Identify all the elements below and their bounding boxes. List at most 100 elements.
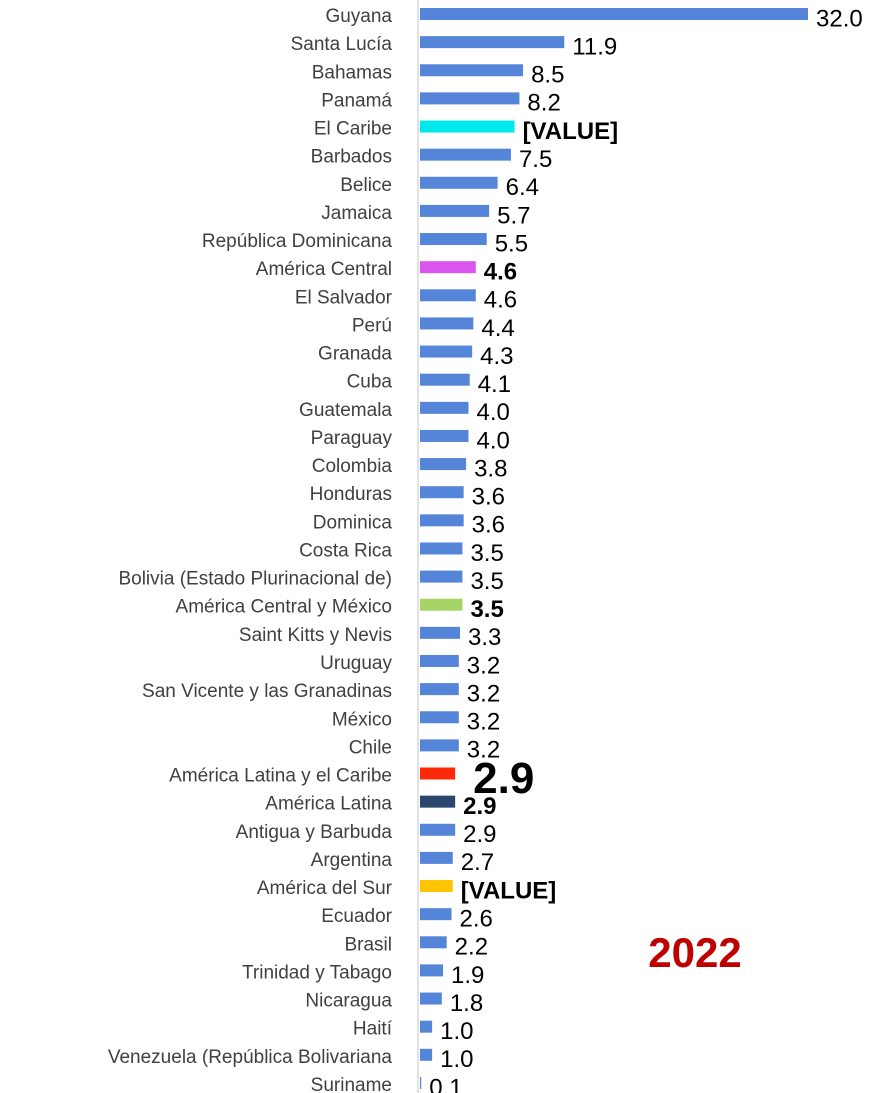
data-label: 4.3 (480, 343, 513, 370)
bar (420, 8, 808, 20)
category-label: Granada (318, 344, 392, 365)
bar (420, 120, 515, 133)
bar (420, 570, 463, 583)
category-label: Cuba (347, 372, 393, 393)
bar (420, 992, 442, 1005)
bar (420, 542, 463, 555)
bar (420, 936, 447, 949)
category-label: Guatemala (299, 400, 392, 421)
category-label: Colombia (312, 456, 393, 477)
bar (420, 401, 469, 414)
bar (420, 767, 456, 780)
category-label: Venezuela (República Bolivariana (108, 1047, 393, 1068)
data-label: 1.9 (451, 962, 484, 989)
bar (420, 880, 453, 893)
data-label: 2.9 (473, 754, 534, 803)
category-label: República Dominicana (202, 231, 393, 252)
category-label: Antigua y Barbuda (236, 822, 393, 843)
category-label: México (332, 709, 392, 730)
bar (420, 148, 511, 161)
data-label: 1.0 (440, 1046, 473, 1073)
data-label: 2.9 (463, 793, 496, 820)
data-label: 8.2 (527, 90, 560, 117)
data-label: 2.6 (460, 906, 493, 933)
bar (420, 92, 520, 105)
bar (420, 711, 459, 724)
bar (420, 317, 474, 330)
category-label: Bolivia (Estado Plurinacional de) (118, 569, 392, 590)
data-label: 4.1 (478, 371, 511, 398)
category-label: Uruguay (320, 653, 392, 674)
category-label: El Caribe (314, 119, 392, 140)
category-label: Costa Rica (299, 540, 392, 561)
data-label: 4.0 (477, 399, 510, 426)
data-label: 0.1 (429, 1074, 462, 1093)
bar (420, 233, 487, 246)
data-label: 4.6 (484, 287, 517, 314)
bar (420, 373, 470, 386)
data-label: 6.4 (506, 174, 539, 201)
category-label: Panamá (321, 90, 392, 111)
category-label: Chile (349, 737, 392, 758)
data-label: 3.5 (470, 596, 503, 623)
category-label: Bahamas (312, 62, 392, 83)
data-label: 3.5 (470, 540, 503, 567)
category-label: América Latina y el Caribe (169, 766, 392, 787)
bar (420, 964, 444, 977)
data-label: 3.3 (468, 624, 501, 651)
data-label: 5.5 (495, 230, 528, 257)
bar (420, 429, 469, 442)
category-label: Belice (340, 175, 392, 196)
category-label: Saint Kitts y Nevis (239, 625, 392, 646)
category-label: Trinidad y Tabago (242, 962, 392, 983)
category-label: El Salvador (295, 287, 393, 308)
category-label: San Vicente y las Granadinas (142, 681, 392, 702)
category-label: América Central (256, 259, 392, 280)
data-label: 4.0 (477, 427, 510, 454)
data-label: 11.9 (572, 33, 617, 60)
bar (420, 823, 456, 836)
category-label: América del Sur (257, 878, 393, 899)
bar (420, 654, 459, 667)
data-label: 4.4 (481, 315, 514, 342)
data-label: 3.6 (472, 484, 505, 511)
bar (420, 458, 467, 471)
category-label: Paraguay (311, 428, 393, 449)
category-label: Haití (353, 1019, 393, 1040)
bar (420, 795, 456, 808)
category-label: Santa Lucía (291, 34, 393, 55)
data-label: 3.2 (467, 737, 500, 764)
category-label: Suriname (311, 1075, 392, 1093)
category-label: Honduras (310, 484, 392, 505)
bar (420, 345, 473, 358)
data-label: 1.8 (450, 990, 483, 1017)
category-label: Dominica (313, 512, 393, 533)
bar (420, 204, 490, 217)
data-label: 7.5 (519, 146, 552, 173)
data-label: 3.2 (467, 680, 500, 707)
bar (420, 1048, 433, 1061)
bar (420, 176, 498, 189)
data-label: 3.2 (467, 652, 500, 679)
annotation: 2022 (648, 929, 741, 976)
data-label: 2.9 (463, 821, 496, 848)
category-label: Perú (352, 315, 392, 336)
data-label: 4.6 (484, 259, 517, 286)
bar (420, 514, 464, 527)
bar (420, 598, 463, 611)
category-label: América Latina (265, 794, 392, 815)
data-label: [VALUE] (523, 118, 619, 145)
data-label: 8.5 (531, 62, 564, 89)
bar (420, 1020, 433, 1033)
data-label: 5.7 (497, 202, 530, 229)
data-label: 3.5 (470, 568, 503, 595)
bar (420, 683, 459, 696)
bar (420, 739, 459, 752)
category-label: América Central y México (176, 597, 392, 618)
bar (420, 486, 464, 499)
category-label: Jamaica (321, 203, 392, 224)
category-label: Argentina (311, 850, 393, 871)
category-label: Ecuador (321, 906, 392, 927)
bar (420, 851, 453, 864)
